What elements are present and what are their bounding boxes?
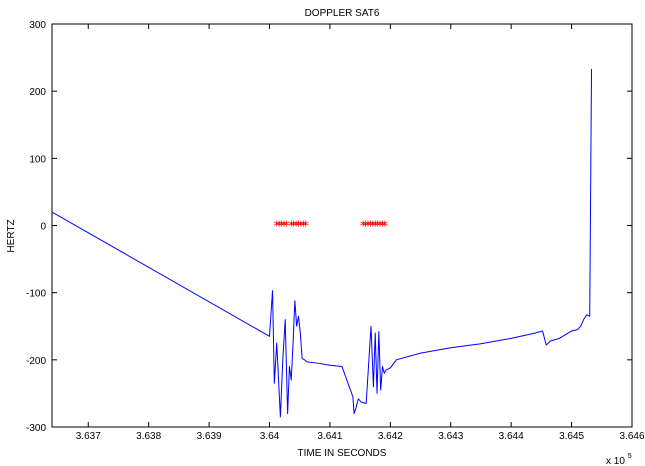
series-marker: * — [362, 220, 369, 235]
y-tick-label: 200 — [29, 87, 46, 98]
series-marker: * — [300, 220, 307, 235]
series-marker: * — [283, 220, 290, 235]
y-tick-label: 300 — [29, 20, 46, 31]
series-line-0 — [51, 68, 593, 418]
y-axis-title: HERTZ — [6, 219, 17, 252]
x-multiplier-base: x 10 — [606, 456, 625, 466]
series-marker: * — [278, 220, 285, 235]
series-marker: * — [274, 220, 281, 235]
series-marker: * — [372, 220, 379, 235]
series-marker: * — [379, 220, 386, 235]
series-marker: * — [276, 220, 283, 235]
series-marker: * — [374, 220, 381, 235]
y-axis: -300 -200 -100 0 100 200 300 — [26, 20, 632, 434]
series-marker: * — [367, 220, 374, 235]
series-marker: * — [365, 220, 372, 235]
x-tick-label: 3.637 — [76, 431, 101, 442]
y-tick-label: 0 — [40, 222, 46, 233]
x-tick-label: 3.641 — [317, 431, 342, 442]
y-tick-label: -200 — [26, 356, 46, 367]
y-tick-label: 100 — [29, 154, 46, 165]
x-tick-label: 3.645 — [559, 431, 584, 442]
x-tick-label: 3.638 — [136, 431, 161, 442]
x-multiplier: x 10 5 — [606, 453, 632, 466]
x-axis-title: TIME IN SECONDS — [298, 448, 387, 459]
x-tick-label: 3.646 — [619, 431, 644, 442]
series-marker: * — [288, 220, 295, 235]
x-axis: 3.637 3.638 3.639 3.64 3.641 3.642 3.643 3.644 3… — [76, 24, 645, 442]
x-tick-label: 3.64 — [260, 431, 280, 442]
series-marker: * — [382, 220, 389, 235]
series-layer: ************ ********** — [51, 68, 593, 418]
series-marker: * — [360, 220, 367, 235]
x-multiplier-exponent: 5 — [628, 453, 632, 460]
x-tick-label: 3.642 — [378, 431, 403, 442]
x-tick-label: 3.644 — [499, 431, 524, 442]
x-tick-label: 3.643 — [438, 431, 463, 442]
series-marker: * — [303, 220, 310, 235]
series-marker: * — [370, 220, 377, 235]
series-marker: * — [281, 220, 288, 235]
series-marker: * — [377, 220, 384, 235]
series-marker: * — [295, 220, 302, 235]
series-marker: * — [298, 220, 305, 235]
y-tick-label: -300 — [26, 423, 46, 434]
chart-title: DOPPLER SAT6 — [305, 8, 380, 19]
x-tick-label: 3.639 — [197, 431, 222, 442]
y-tick-label: -100 — [26, 289, 46, 300]
series-marker: * — [290, 220, 297, 235]
series-marker: * — [293, 220, 300, 235]
